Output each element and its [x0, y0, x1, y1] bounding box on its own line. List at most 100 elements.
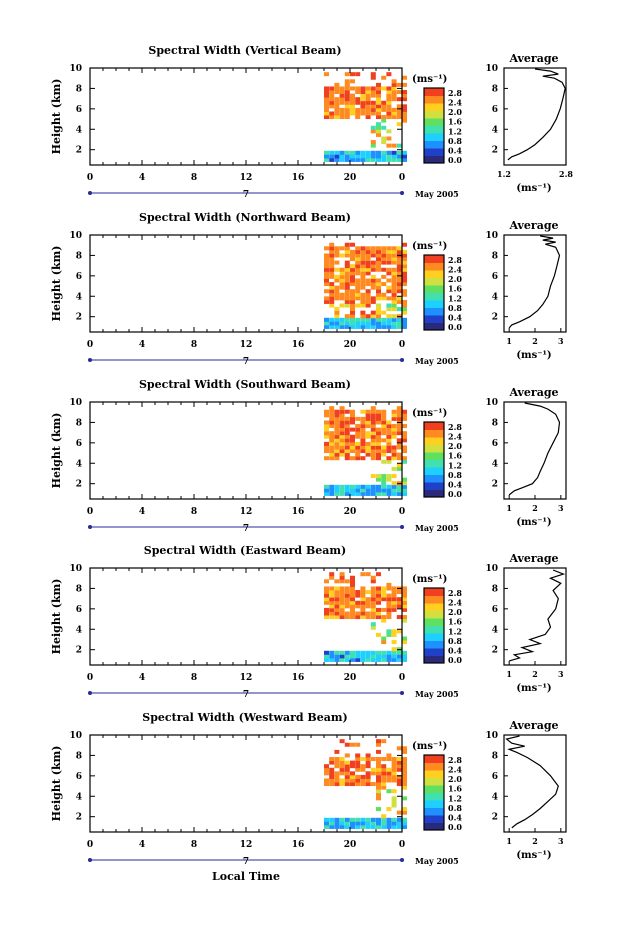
- heatmap-cell: [365, 86, 371, 91]
- heatmap-cell: [350, 604, 355, 609]
- heatmap-cell: [402, 303, 407, 308]
- heatmap-cell: [391, 111, 397, 116]
- heatmap-cell: [370, 782, 376, 787]
- heatmap-cell: [329, 817, 335, 822]
- heatmap-cell: [376, 484, 381, 489]
- heatmap-cell: [370, 456, 376, 461]
- heatmap-cell: [339, 409, 345, 414]
- heatmap-cell: [355, 424, 361, 429]
- heatmap-cell: [402, 491, 407, 496]
- colorbar-tick-label: 1.6: [448, 284, 462, 294]
- heatmap-cell: [381, 125, 387, 130]
- month-label: May 2005: [415, 189, 459, 199]
- colorbar-swatch: [424, 640, 444, 649]
- heatmap-cell: [402, 118, 407, 123]
- heatmap-cell: [376, 456, 381, 461]
- y-tick-label: 4: [76, 792, 82, 802]
- profile-y-tick-label: 10: [485, 564, 498, 574]
- heatmap-cell: [344, 593, 350, 598]
- heatmap-cell: [339, 650, 345, 655]
- colorbar-swatch: [424, 444, 444, 453]
- heatmap-cell: [396, 150, 402, 155]
- heatmap-cell: [396, 257, 402, 262]
- heatmap-cell: [360, 597, 366, 602]
- heatmap-cell: [350, 434, 355, 439]
- heatmap-cell: [334, 764, 340, 769]
- heatmap-cell: [324, 115, 329, 120]
- colorbar-swatch: [424, 655, 444, 664]
- heatmap-cell: [396, 157, 402, 162]
- heatmap-cell: [381, 821, 387, 826]
- heatmap-cell: [350, 484, 355, 489]
- heatmap-cell: [344, 86, 350, 91]
- heatmap-cell: [391, 296, 397, 301]
- heatmap-cell: [339, 767, 345, 772]
- heatmap-cell: [334, 491, 340, 496]
- month-label: May 2005: [415, 356, 459, 366]
- heatmap-cell: [381, 767, 387, 772]
- heatmap-cell: [365, 611, 371, 616]
- heatmap-cell: [360, 586, 366, 591]
- y-tick-label: 2: [76, 813, 82, 823]
- heatmap-cell: [355, 764, 361, 769]
- heatmap-cell: [396, 424, 402, 429]
- heatmap-cell: [376, 452, 381, 457]
- profile-x-tick-label: 2: [532, 503, 538, 513]
- colorbar-frame: [423, 87, 445, 164]
- heatmap-cell: [324, 484, 329, 489]
- heatmap-cell: [402, 807, 407, 812]
- heatmap-cell: [370, 75, 376, 80]
- heatmap-cell: [386, 260, 392, 265]
- heatmap-cell: [355, 452, 361, 457]
- heatmap-cell: [350, 409, 355, 414]
- heatmap-cells: [324, 72, 407, 162]
- heatmap-cell: [344, 104, 350, 109]
- heatmap-cell: [396, 324, 402, 329]
- heatmap-cell: [360, 611, 366, 616]
- heatmap-cell: [329, 824, 335, 829]
- heatmap-cell: [339, 97, 345, 102]
- heatmap-cell: [339, 739, 345, 744]
- heatmap-cell: [402, 757, 407, 762]
- heatmap-cell: [376, 122, 381, 127]
- heatmap-cell: [386, 150, 392, 155]
- heatmap-cell: [350, 456, 355, 461]
- heatmap-cell: [391, 488, 397, 493]
- heatmap-cell: [391, 253, 397, 258]
- heatmap-cell: [360, 484, 366, 489]
- colorbar-tick-label: 1.6: [448, 784, 462, 794]
- heatmap-cell: [344, 253, 350, 258]
- heatmap-cell: [376, 792, 381, 797]
- heatmap-cell: [324, 449, 329, 454]
- heatmap-cell: [376, 654, 381, 659]
- heatmap-cell: [324, 488, 329, 493]
- heatmap-cell: [365, 97, 371, 102]
- heatmap-cell: [344, 488, 350, 493]
- heatmap-cell: [334, 115, 340, 120]
- x-axis-label: Local Time: [212, 870, 280, 883]
- heatmap-cell: [329, 597, 335, 602]
- heatmap-cell: [344, 590, 350, 595]
- heatmap-cell: [402, 438, 407, 443]
- heatmap-cell: [376, 420, 381, 425]
- heatmap-cell: [370, 285, 376, 290]
- heatmap-cell: [339, 431, 345, 436]
- heatmap-cell: [396, 154, 402, 159]
- month-label: May 2005: [415, 523, 459, 533]
- heatmap-cell: [339, 267, 345, 272]
- heatmap-cell: [350, 303, 355, 308]
- heatmap-cell: [355, 427, 361, 432]
- x-tick-label: 20: [344, 173, 357, 183]
- heatmap-cell: [360, 296, 366, 301]
- heatmap-cell: [329, 296, 335, 301]
- heatmap-cell: [365, 303, 371, 308]
- heatmap-cell: [344, 764, 350, 769]
- heatmap-cell: [391, 778, 397, 783]
- colorbar-tick-label: 0.0: [448, 822, 462, 832]
- heatmap-cell: [334, 434, 340, 439]
- heatmap-cell: [381, 824, 387, 829]
- heatmap-cell: [344, 278, 350, 283]
- heatmap-cell: [360, 757, 366, 762]
- heatmap-cell: [396, 289, 402, 294]
- heatmap-cell: [329, 424, 335, 429]
